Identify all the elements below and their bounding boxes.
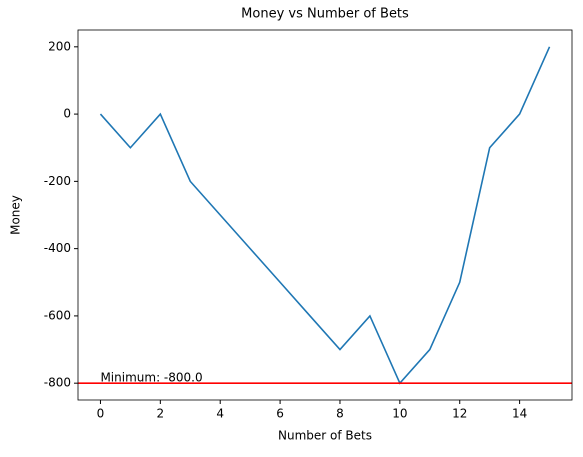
x-tick-label: 6 bbox=[276, 407, 284, 421]
x-tick-label: 0 bbox=[97, 407, 105, 421]
annotation: Minimum: -800.0 bbox=[100, 371, 202, 385]
line-series bbox=[99, 46, 551, 385]
y-tick-label: -200 bbox=[44, 174, 71, 188]
y-axis-label: Money bbox=[9, 195, 23, 235]
y-tick-label: 0 bbox=[63, 107, 71, 121]
x-tick-label: 8 bbox=[336, 407, 344, 421]
y-tick-label: -800 bbox=[44, 376, 71, 390]
chart-title: Money vs Number of Bets bbox=[241, 7, 409, 22]
x-tick-label: 2 bbox=[157, 407, 165, 421]
x-axis-label: Number of Bets bbox=[278, 429, 372, 443]
x-tick-label: 14 bbox=[512, 407, 527, 421]
y-tick-label: 200 bbox=[48, 39, 71, 53]
x-tick-label: 4 bbox=[216, 407, 224, 421]
plot-frame bbox=[77, 29, 573, 401]
y-tick-label: -600 bbox=[44, 308, 71, 322]
x-tick-label: 10 bbox=[392, 407, 407, 421]
y-tick-label: -400 bbox=[44, 241, 71, 255]
x-tick-label: 12 bbox=[452, 407, 467, 421]
